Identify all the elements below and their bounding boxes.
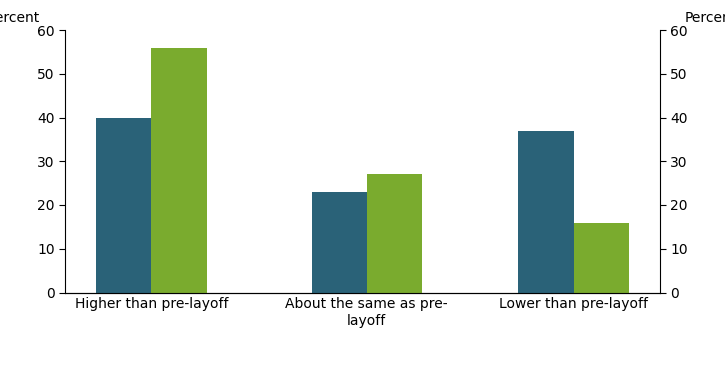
Text: Percent: Percent xyxy=(685,11,725,25)
Bar xyxy=(518,130,573,292)
Bar xyxy=(96,117,152,292)
Bar xyxy=(152,48,207,292)
Legend: All unemployed individuals, Low-income individuals: All unemployed individuals, Low-income i… xyxy=(160,373,565,375)
Bar xyxy=(367,174,422,292)
Bar xyxy=(573,222,629,292)
Text: Percent: Percent xyxy=(0,11,40,25)
Bar xyxy=(312,192,367,292)
